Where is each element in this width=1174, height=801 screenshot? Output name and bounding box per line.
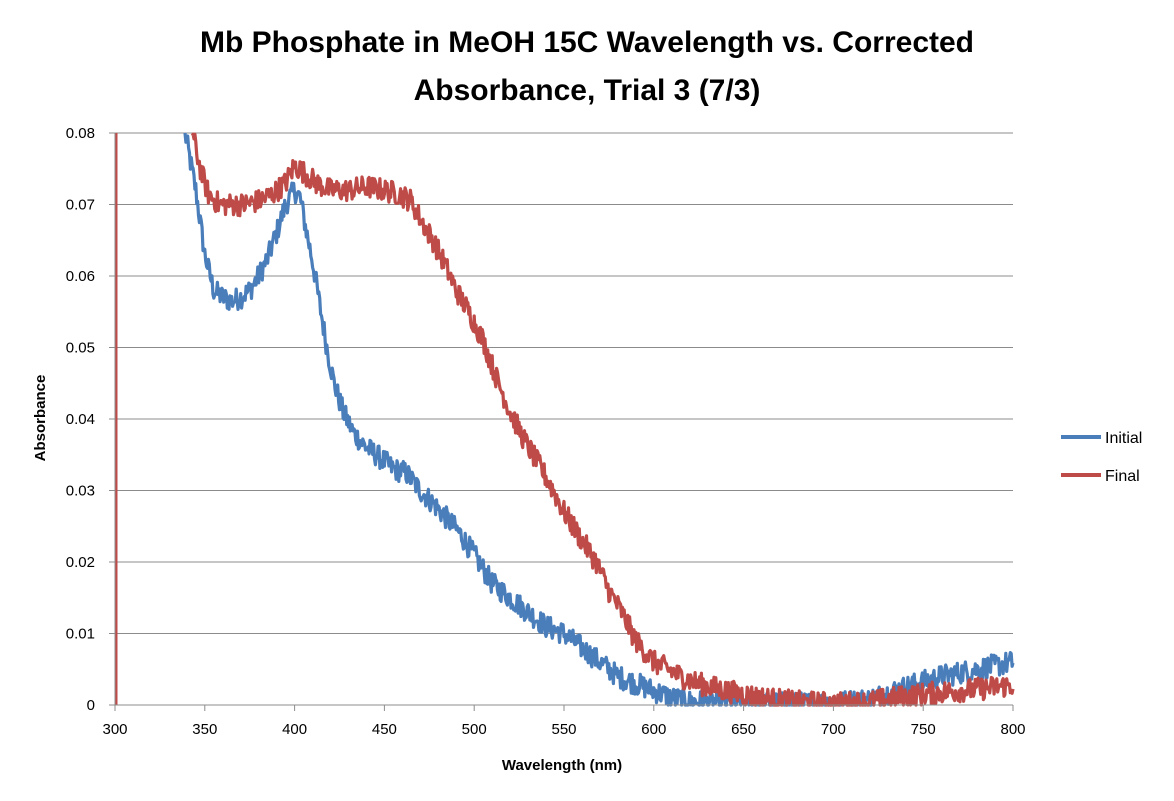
- x-tick-label: 700: [821, 721, 846, 738]
- x-tick-label: 550: [551, 721, 576, 738]
- series-lines: [114, 132, 1015, 707]
- y-tick-label: 0.06: [66, 268, 95, 285]
- x-tick-label: 650: [731, 721, 756, 738]
- x-tick-label: 600: [641, 721, 666, 738]
- y-tick-label: 0: [87, 697, 95, 714]
- gridlines: [115, 132, 1013, 706]
- axes: [109, 132, 1014, 711]
- x-tick-label: 350: [192, 721, 217, 738]
- y-tick-label: 0.05: [66, 340, 95, 357]
- x-tick-labels: 300 350 400 450 500 550 600 650 700 750 800: [102, 721, 1025, 738]
- x-tick-label: 400: [282, 721, 307, 738]
- y-tick-labels: 0 0.01 0.02 0.03 0.04 0.05 0.06 0.07 0.08: [66, 125, 95, 714]
- x-tick-label: 450: [372, 721, 397, 738]
- y-axis-label: Absorbance: [32, 375, 49, 462]
- chart-title-line: Absorbance, Trial 3 (7/3): [414, 74, 761, 107]
- x-tick-label: 800: [1000, 721, 1025, 738]
- y-tick-label: 0.08: [66, 125, 95, 142]
- y-tick-label: 0.02: [66, 554, 95, 571]
- y-tick-label: 0.07: [66, 197, 95, 214]
- y-tick-label: 0.04: [66, 411, 95, 428]
- legend-label-initial: Initial: [1105, 430, 1142, 447]
- x-axis-label: Wavelength (nm): [502, 757, 622, 774]
- legend: Initial Final: [1061, 430, 1142, 485]
- series-line-final: [190, 132, 1015, 707]
- y-tick-label: 0.01: [66, 626, 95, 643]
- x-tick-label: 300: [102, 721, 127, 738]
- y-tick-label: 0.03: [66, 483, 95, 500]
- legend-label-final: Final: [1105, 468, 1140, 485]
- x-tick-label: 500: [462, 721, 487, 738]
- chart-title: Mb Phosphate in MeOH 15C Wavelength vs. …: [200, 26, 974, 107]
- chart-title-line: Mb Phosphate in MeOH 15C Wavelength vs. …: [200, 26, 974, 59]
- x-tick-label: 750: [911, 721, 936, 738]
